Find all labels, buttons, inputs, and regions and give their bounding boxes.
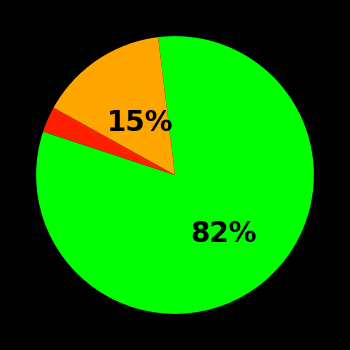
Text: 82%: 82%	[190, 220, 257, 248]
Text: 15%: 15%	[107, 109, 173, 137]
Wedge shape	[36, 36, 314, 314]
Wedge shape	[43, 108, 175, 175]
Wedge shape	[54, 37, 175, 175]
